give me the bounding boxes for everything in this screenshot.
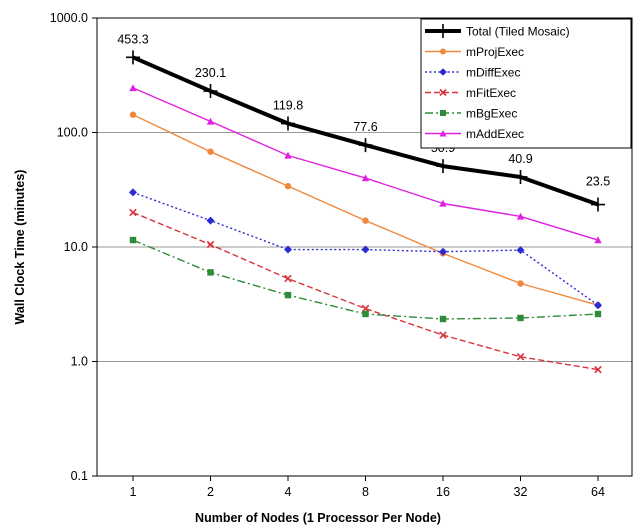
data-point-total-tiled-mosaic xyxy=(513,169,528,184)
x-axis-title: Number of Nodes (1 Processor Per Node) xyxy=(195,511,441,525)
legend-box xyxy=(420,18,632,149)
data-point-total-tiled-mosaic xyxy=(591,197,605,212)
data-point-maddexec xyxy=(439,199,447,207)
data-point-mfitexec xyxy=(129,208,137,217)
legend-label-mbgexec: mBgExec xyxy=(466,107,517,121)
x-tick-label: 4 xyxy=(285,485,292,499)
x-tick-label: 64 xyxy=(591,485,605,499)
data-point-mfitexec xyxy=(206,240,215,249)
data-point-maddexec xyxy=(516,212,525,220)
data-point-maddexec xyxy=(594,236,602,244)
data-point-mprojexec xyxy=(129,111,137,118)
legend-label-mdiffexec: mDiffExec xyxy=(466,66,520,80)
x-tick-label: 1 xyxy=(130,485,137,499)
data-point-mbgexec xyxy=(594,310,602,318)
data-point-mdiffexec xyxy=(361,245,370,254)
series-mbgexec xyxy=(129,236,602,323)
data-point-total-tiled-mosaic xyxy=(358,138,373,153)
legend-label-mfitexec: mFitExec xyxy=(466,86,516,100)
data-label-total: 230.1 xyxy=(195,66,226,80)
data-point-mdiffexec xyxy=(284,245,292,254)
y-tick-label: 1000.0 xyxy=(50,11,88,25)
y-tick-label: 100.0 xyxy=(57,126,88,140)
data-point-mfitexec xyxy=(361,304,370,313)
legend-marker-mprojexec xyxy=(440,48,446,55)
legend-marker-maddexec xyxy=(439,130,447,137)
legend-marker-total-tiled-mosaic xyxy=(436,24,450,38)
data-point-mdiffexec xyxy=(439,247,447,256)
legend-item-mfitexec: mFitExec xyxy=(425,86,516,100)
y-axis: 0.1 1.0 10.0 100.0 1000.0 xyxy=(50,11,97,483)
data-point-mprojexec xyxy=(517,280,524,287)
data-point-mbgexec xyxy=(439,315,447,323)
data-point-mdiffexec xyxy=(206,216,215,225)
legend-item-mprojexec: mProjExec xyxy=(425,45,524,59)
data-point-total-tiled-mosaic xyxy=(436,159,450,174)
data-point-maddexec xyxy=(361,174,370,182)
data-point-total-tiled-mosaic xyxy=(281,116,295,131)
x-tick-label: 16 xyxy=(436,485,450,499)
data-point-mprojexec xyxy=(284,182,292,190)
data-point-maddexec xyxy=(284,151,292,159)
series-mdiffexec xyxy=(129,188,602,310)
data-label-total: 119.8 xyxy=(273,99,303,113)
data-point-mbgexec xyxy=(207,269,214,276)
data-point-mprojexec xyxy=(362,217,369,224)
data-point-total-tiled-mosaic xyxy=(203,84,218,99)
data-label-total: 77.6 xyxy=(353,120,377,134)
y-tick-label: 10.0 xyxy=(64,240,88,254)
data-point-mbgexec xyxy=(284,291,292,299)
y-axis-title: Wall Clock Time (minutes) xyxy=(13,170,27,325)
data-point-total-tiled-mosaic xyxy=(126,50,140,65)
data-point-maddexec xyxy=(129,84,137,92)
data-point-mdiffexec xyxy=(594,301,602,310)
x-tick-label: 2 xyxy=(207,485,214,499)
series-total-tiled-mosaic xyxy=(126,50,605,212)
data-point-maddexec xyxy=(206,117,215,125)
legend-label-maddexec: mAddExec xyxy=(466,127,524,141)
data-point-mfitexec xyxy=(439,331,447,339)
legend-item-mdiffexec: mDiffExec xyxy=(425,66,520,80)
data-point-mfitexec xyxy=(284,274,292,283)
data-point-mbgexec xyxy=(362,310,369,318)
data-point-mbgexec xyxy=(517,314,524,322)
legend-marker-mdiffexec xyxy=(439,68,447,76)
data-point-mfitexec xyxy=(594,365,602,374)
legend-marker-mbgexec xyxy=(440,110,446,116)
series-maddexec xyxy=(129,84,602,244)
x-tick-label: 32 xyxy=(514,485,528,499)
data-point-mdiffexec xyxy=(129,188,137,197)
x-axis: 1 2 4 8 16 32 64 xyxy=(130,476,605,499)
legend: Total (Tiled Mosaic) mProjExec mDiffExec mF… xyxy=(420,18,632,149)
legend-item-total-tiled-mosaic: Total (Tiled Mosaic) xyxy=(425,24,570,39)
data-label-total: 453.3 xyxy=(117,32,148,46)
y-tick-label: 0.1 xyxy=(71,469,88,483)
data-point-mprojexec xyxy=(207,148,214,155)
data-point-mfitexec xyxy=(516,352,525,361)
legend-label-total-tiled-mosaic: Total (Tiled Mosaic) xyxy=(466,25,570,39)
legend-item-mbgexec: mBgExec xyxy=(425,107,517,121)
data-label-total: 40.9 xyxy=(508,152,532,166)
legend-label-mprojexec: mProjExec xyxy=(466,45,524,59)
x-tick-label: 8 xyxy=(362,485,369,499)
data-point-mbgexec xyxy=(129,236,137,244)
series-mfitexec xyxy=(129,208,602,374)
legend-item-maddexec: mAddExec xyxy=(425,127,524,141)
data-label-total: 23.5 xyxy=(586,175,610,189)
data-point-mdiffexec xyxy=(516,246,525,255)
y-tick-label: 1.0 xyxy=(71,355,88,369)
legend-marker-mfitexec xyxy=(439,88,447,97)
series-layer xyxy=(126,50,605,374)
